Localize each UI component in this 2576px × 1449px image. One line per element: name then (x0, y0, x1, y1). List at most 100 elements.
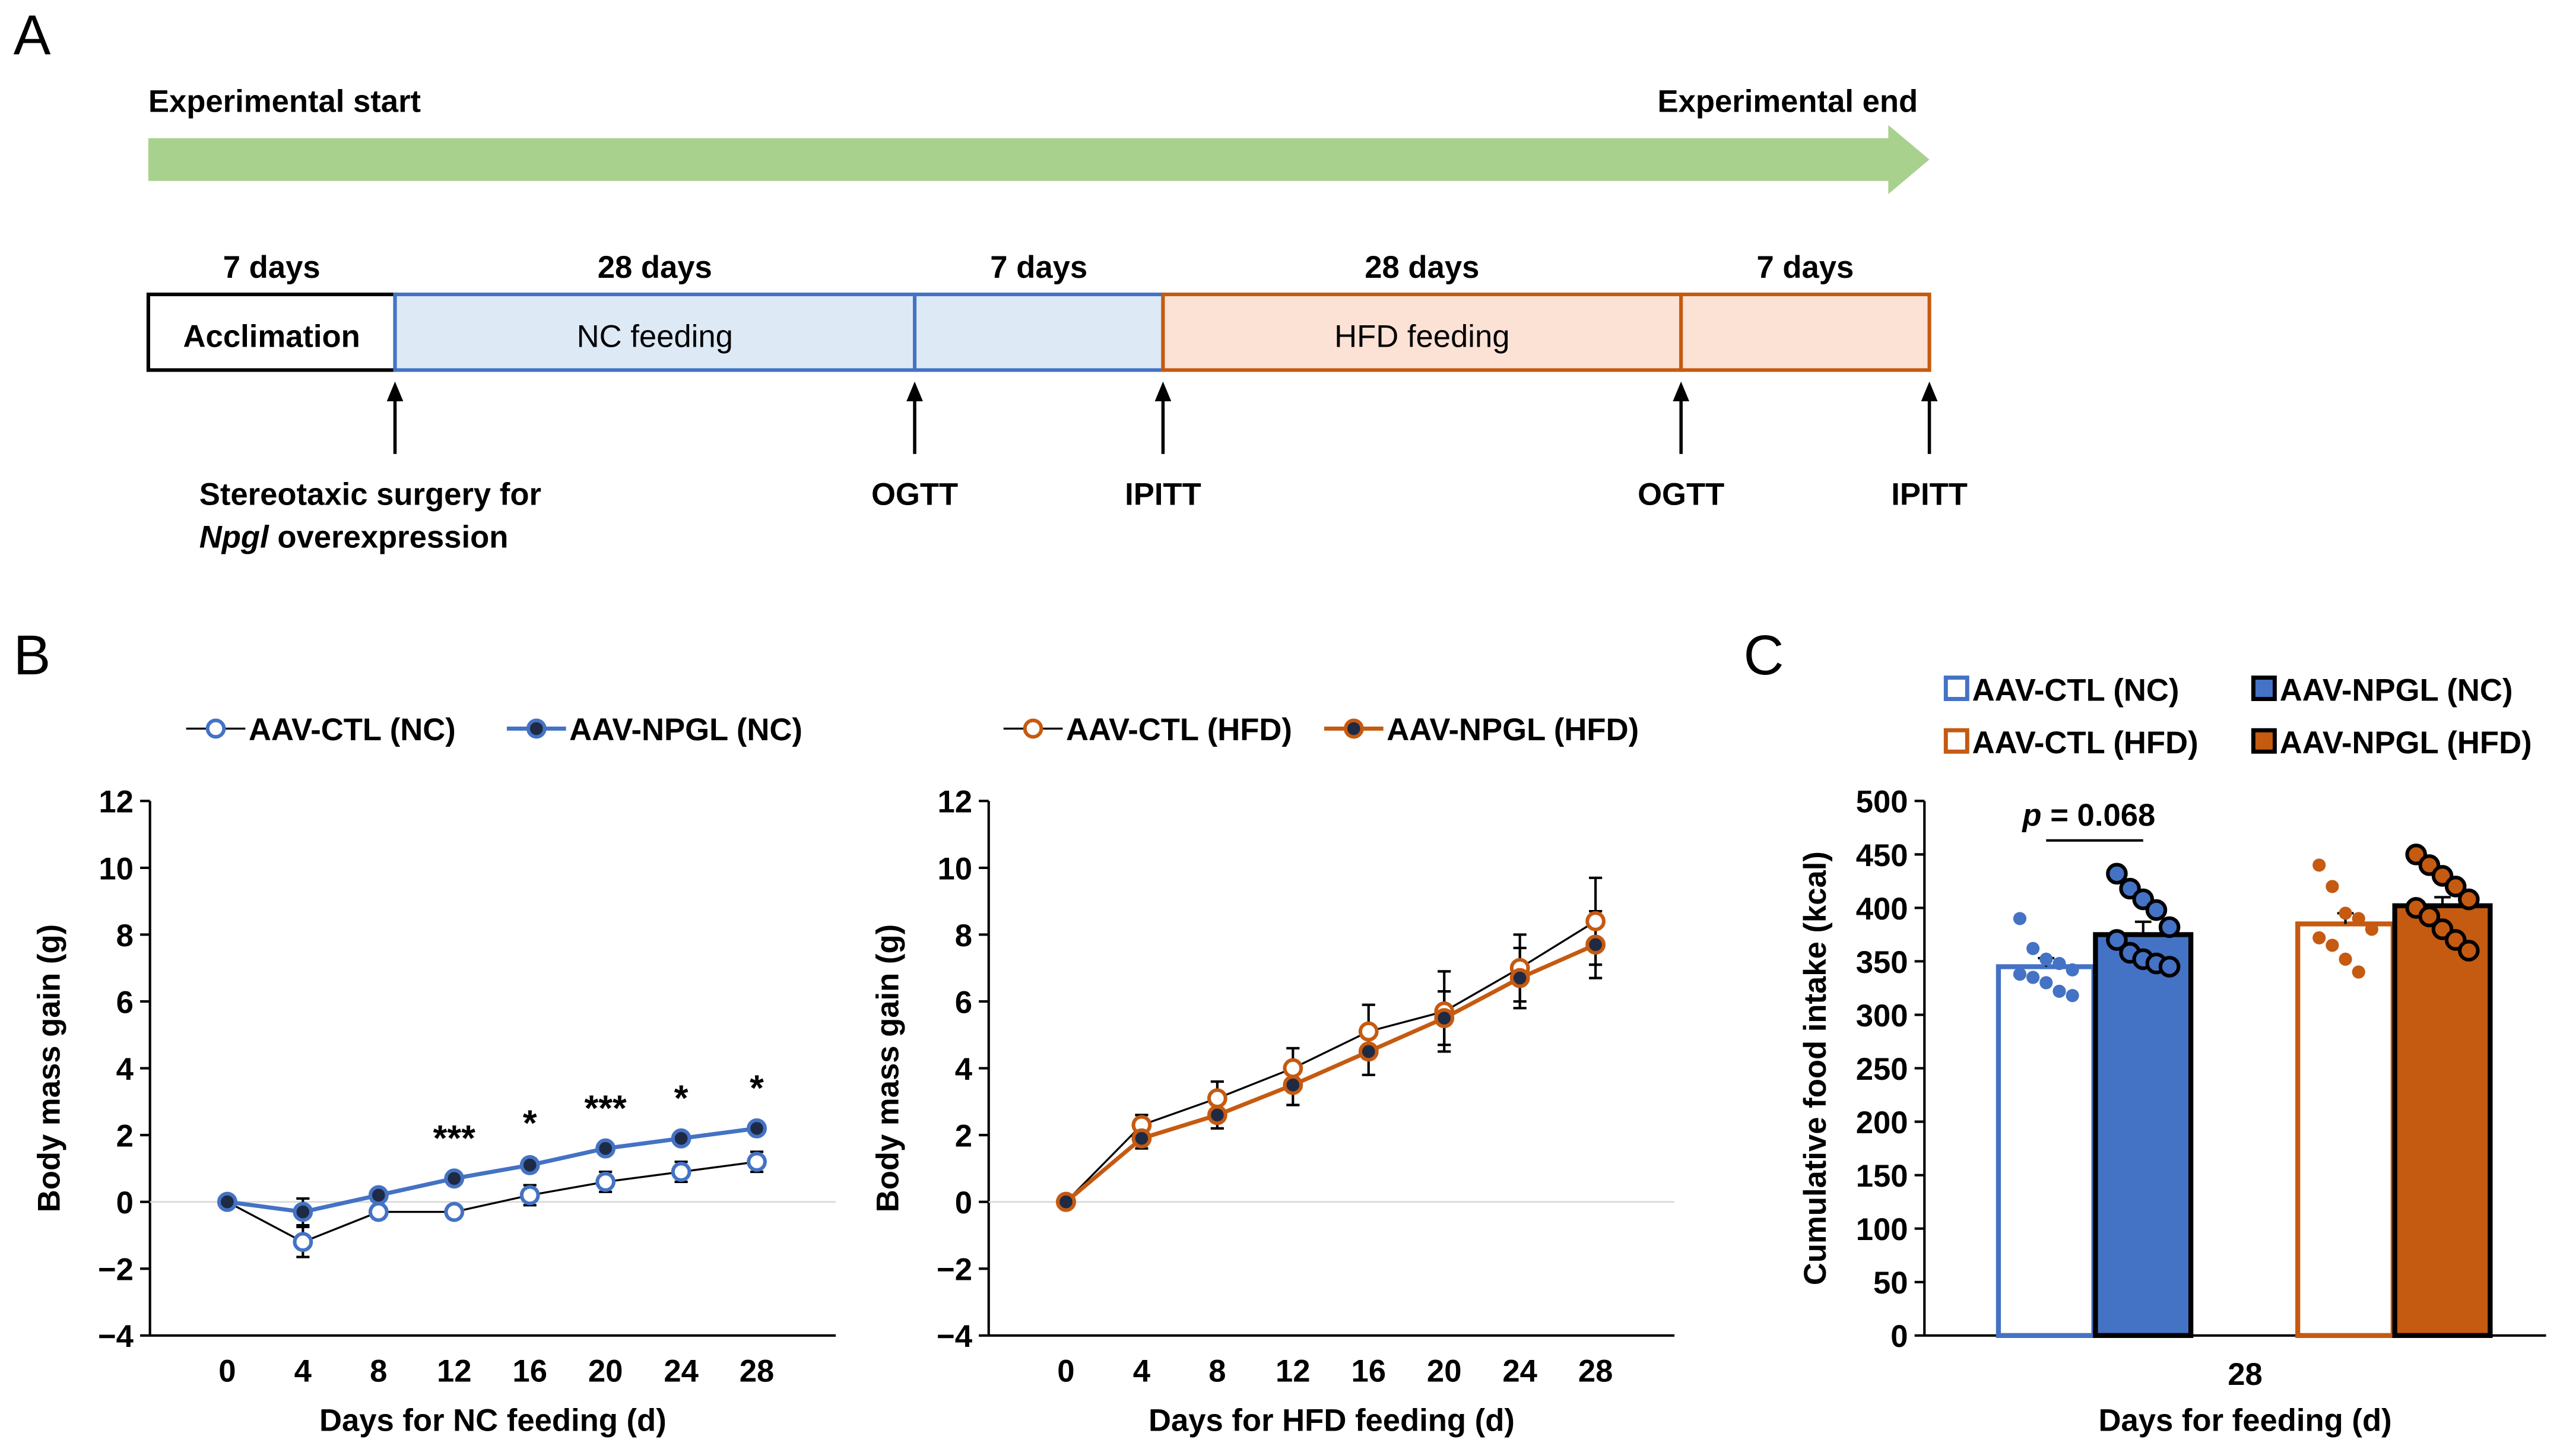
bar-point-2-2 (2339, 906, 2352, 920)
bar-3 (2392, 903, 2493, 1338)
timeline-segment-3 (1161, 292, 1683, 372)
event-arrowhead-4 (1921, 381, 1938, 402)
timeline-segment-1 (393, 292, 917, 372)
significance-mark-3: * (674, 1078, 689, 1118)
bar-point-0-7 (2039, 976, 2053, 990)
x-tick-label-0: 28 (2228, 1357, 2263, 1392)
y-tick-label-2: 8 (116, 918, 134, 953)
event-label-surgery: Stereotaxic surgery for (199, 477, 541, 512)
x-tick-label-3: 12 (437, 1353, 472, 1388)
bar-point-0-0 (2013, 912, 2027, 925)
y-tick-label-3: 350 (1856, 945, 1908, 980)
segment-name-3: HFD feeding (1334, 319, 1509, 354)
x-tick-label-5: 20 (1427, 1353, 1462, 1388)
bar-point-2-7 (2339, 952, 2352, 966)
data-point-0-3 (1283, 1058, 1303, 1079)
segment-duration-1: 28 days (598, 250, 712, 285)
bar-point-2-0 (2312, 858, 2326, 872)
x-tick-label-2: 8 (370, 1353, 387, 1388)
data-point-1-6 (1509, 968, 1530, 988)
segment-duration-3: 28 days (1365, 250, 1479, 285)
bar-1 (2093, 932, 2194, 1338)
data-point-1-6 (671, 1128, 691, 1149)
y-tick-label-0: 12 (937, 785, 972, 820)
event-label-3: OGTT (1638, 477, 1724, 512)
legend-label-0: AAV-CTL (NC) (1972, 673, 2180, 708)
bar-2 (2295, 921, 2396, 1338)
y-tick-label-7: −2 (937, 1253, 972, 1288)
y-tick-label-3: 6 (955, 985, 972, 1020)
bar-point-1-0 (2106, 863, 2128, 885)
legend-swatch-3 (2251, 728, 2277, 754)
y-tick-label-10: 0 (1890, 1319, 1908, 1354)
bar-point-3-9 (2458, 940, 2480, 962)
bar-0 (1996, 964, 2096, 1338)
segment-name-1: NC feeding (577, 319, 733, 354)
event-arrowhead-0 (386, 381, 404, 402)
series-line-1 (1064, 943, 1597, 1204)
y-tick-label-7: 150 (1856, 1159, 1908, 1194)
x-axis-title: Days for HFD feeding (d) (1149, 1403, 1515, 1438)
panel-b-label: B (14, 624, 51, 686)
data-point-1-0 (217, 1191, 237, 1212)
panel-a-label: A (14, 4, 51, 66)
y-tick-label-0: 500 (1856, 785, 1908, 820)
significance-mark-1: * (523, 1103, 537, 1143)
y-tick-label-0: 12 (99, 785, 134, 820)
event-label-surgery-line2: Npgl overexpression (199, 520, 509, 555)
bar-point-2-4 (2365, 922, 2378, 936)
y-tick-label-7: −2 (98, 1253, 134, 1288)
legend-marker-1 (526, 718, 547, 739)
experimental-start-label: Experimental start (148, 84, 421, 119)
bar-point-2-8 (2352, 965, 2365, 979)
bar-point-3-6 (2418, 905, 2441, 928)
legend-label-1: AAV-NPGL (NC) (569, 712, 802, 747)
data-point-0-7 (747, 1152, 767, 1172)
panel-a-timeline: A Experimental start Experimental end 7 day… (14, 4, 1968, 554)
x-tick-label-5: 20 (588, 1353, 623, 1388)
bar-point-0-8 (2052, 984, 2066, 998)
x-tick-label-7: 28 (740, 1353, 775, 1388)
series-line-0 (227, 1161, 757, 1244)
x-tick-label-4: 16 (1351, 1353, 1386, 1388)
series-line-1 (227, 1126, 757, 1215)
y-tick-label-2: 8 (955, 918, 972, 953)
event-arrowhead-3 (1673, 381, 1690, 402)
timeline-segment-2 (912, 292, 1165, 372)
bar-point-2-5 (2312, 931, 2326, 944)
y-tick-label-6: 0 (955, 1185, 972, 1220)
x-tick-label-6: 24 (664, 1353, 699, 1388)
bar-point-1-3 (2145, 899, 2168, 921)
y-tick-label-1: 450 (1856, 838, 1908, 873)
y-tick-label-4: 4 (955, 1052, 972, 1087)
legend-swatch-2 (1943, 728, 1969, 754)
bar-point-1-9 (2158, 956, 2181, 978)
event-arrowhead-1 (906, 381, 923, 402)
y-tick-label-8: −4 (98, 1319, 134, 1354)
y-tick-label-6: 0 (116, 1185, 134, 1220)
data-point-0-2 (368, 1201, 389, 1222)
data-point-0-6 (671, 1162, 691, 1182)
data-point-1-0 (1056, 1191, 1076, 1212)
data-point-1-5 (1434, 1008, 1455, 1029)
data-point-0-2 (1207, 1088, 1227, 1109)
bar-point-0-9 (2066, 989, 2079, 1003)
significance-mark-4: * (750, 1068, 764, 1108)
x-axis-title: Days for NC feeding (d) (319, 1403, 667, 1438)
y-tick-label-8: −4 (937, 1319, 972, 1354)
data-point-0-7 (1585, 911, 1606, 931)
y-tick-label-9: 50 (1873, 1266, 1908, 1301)
y-tick-label-4: 4 (116, 1052, 134, 1087)
bar-point-0-4 (2066, 963, 2079, 976)
data-point-1-7 (747, 1118, 767, 1139)
event-arrowhead-2 (1154, 381, 1172, 402)
data-point-1-3 (444, 1168, 465, 1189)
y-tick-label-5: 250 (1856, 1052, 1908, 1087)
data-point-0-1 (293, 1232, 313, 1253)
x-tick-label-0: 0 (218, 1353, 236, 1388)
timeline-segment-0 (146, 292, 397, 372)
event-label-4: IPITT (1891, 477, 1968, 512)
